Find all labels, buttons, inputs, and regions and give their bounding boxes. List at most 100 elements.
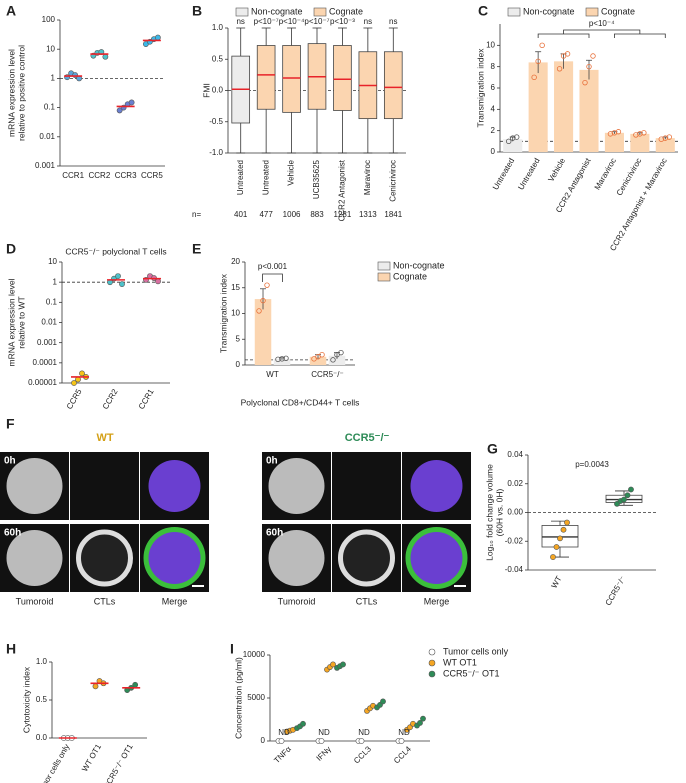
tumoroid [268, 458, 325, 514]
legend-swatch [377, 272, 391, 282]
box [256, 45, 276, 110]
y-tick-label: 0.01 [41, 318, 57, 327]
y-tick-label: 0.00001 [28, 378, 57, 387]
y-axis-label: relative to WT [16, 296, 26, 348]
x-tick-label: Maraviroc [363, 160, 372, 195]
y-tick-label: 0.00 [507, 508, 523, 517]
data-point [71, 380, 77, 386]
y-tick-label: 0.1 [46, 297, 58, 306]
n-value: 1313 [359, 210, 377, 219]
annotation: p<10⁻³ [330, 17, 355, 26]
data-point [318, 738, 325, 744]
data-point [539, 42, 545, 49]
column-label: Merge [162, 596, 188, 606]
annotation: ns [389, 17, 397, 26]
data-point [506, 138, 512, 145]
data-point [338, 349, 344, 356]
x-tick-label: UCB35625 [312, 159, 321, 199]
panel-letter: D [6, 241, 16, 257]
y-axis-label: Transmigration index [218, 273, 228, 353]
annotation: ns [236, 17, 244, 26]
merge-core [410, 532, 463, 584]
x-tick-label: CCR5 [141, 171, 163, 180]
x-tick-label: Untreated [261, 160, 270, 195]
y-tick-label: 10 [231, 309, 240, 318]
n-value: 1281 [334, 210, 352, 219]
data-point [550, 554, 556, 560]
annotation: ND [318, 728, 330, 737]
y-tick-label: 0.5 [36, 695, 48, 704]
legend-swatch [377, 261, 391, 271]
annotation: p<10⁻⁷ [254, 17, 279, 26]
data-point [564, 519, 570, 526]
y-tick-label: -0.5 [209, 117, 223, 126]
annotation: ND [278, 728, 290, 737]
y-tick-label: 0 [261, 736, 266, 745]
x-tick-label: CCR1 [62, 171, 84, 180]
bar [579, 69, 599, 152]
data-point [621, 496, 627, 503]
y-tick-label: 0.5 [212, 54, 224, 63]
y-tick-label: 0.0 [212, 86, 224, 95]
y-tick-label: 0.001 [37, 338, 58, 347]
y-tick-label: 10 [486, 40, 495, 49]
data-point [102, 53, 109, 60]
panel-letter: F [6, 416, 15, 432]
legend-marker [428, 648, 436, 656]
y-tick-label: 8 [491, 62, 496, 71]
ctl-ring [76, 529, 133, 587]
y-tick-label: -1.0 [209, 148, 223, 157]
legend-swatch [313, 7, 327, 17]
y-tick-label: 4 [491, 104, 496, 113]
ctl-ring [143, 527, 206, 589]
data-point [590, 53, 596, 59]
panel-letter: E [192, 241, 201, 257]
bracket [262, 273, 283, 282]
y-tick-label: -0.02 [505, 536, 524, 545]
panel-letter: G [487, 441, 498, 457]
y-tick-label: -0.04 [505, 565, 524, 574]
data-point [155, 278, 161, 285]
data-point [666, 134, 672, 140]
data-point [564, 51, 571, 57]
x-tick-label: CCR3 [115, 171, 137, 180]
bar [273, 358, 291, 365]
y-axis-label: mRNA expression level [6, 49, 16, 137]
bracket [563, 29, 641, 34]
data-point [535, 58, 541, 65]
p-value: p<10⁻⁴ [589, 19, 615, 28]
p-value: p<0.001 [258, 262, 288, 271]
legend-label: Tumor cells only [443, 646, 509, 656]
tumoroid [6, 458, 63, 514]
tumoroid [6, 530, 63, 586]
y-axis-label: Concentration (pg/ml) [233, 657, 243, 739]
x-tick-label: Cenicriviroc [388, 160, 397, 202]
bar [528, 62, 548, 152]
x-tick-label: CCR2 Antagonist [338, 159, 347, 221]
merge-core [410, 460, 463, 512]
legend-label: CCR5⁻/⁻ OT1 [443, 668, 500, 678]
legend-label: Non-cognate [393, 260, 445, 270]
y-axis-label: relative to positive control [16, 45, 26, 141]
data-point [115, 273, 121, 279]
legend-label: Cognate [329, 6, 363, 16]
column-label: CTLs [356, 596, 378, 606]
legend-swatch [585, 7, 599, 17]
group-title: CCR5⁻/⁻ [345, 432, 390, 444]
y-tick-label: 5000 [247, 693, 265, 702]
legend-label: Cognate [601, 6, 635, 16]
x-tick-label: CCR2 [88, 171, 110, 180]
panel-letter: B [192, 3, 202, 19]
y-tick-label: 20 [231, 257, 240, 266]
merge-core [148, 532, 201, 584]
x-tick-label: Vehicle [287, 159, 296, 185]
n-value: 401 [234, 210, 248, 219]
data-point [128, 99, 135, 106]
y-tick-label: 0.0 [36, 733, 48, 742]
x-tick-label: Untreated [236, 160, 245, 195]
y-tick-label: 0.1 [44, 103, 56, 112]
box [333, 45, 352, 111]
annotation: ND [398, 728, 410, 737]
bar [630, 133, 650, 152]
annotation: ND [358, 728, 370, 737]
